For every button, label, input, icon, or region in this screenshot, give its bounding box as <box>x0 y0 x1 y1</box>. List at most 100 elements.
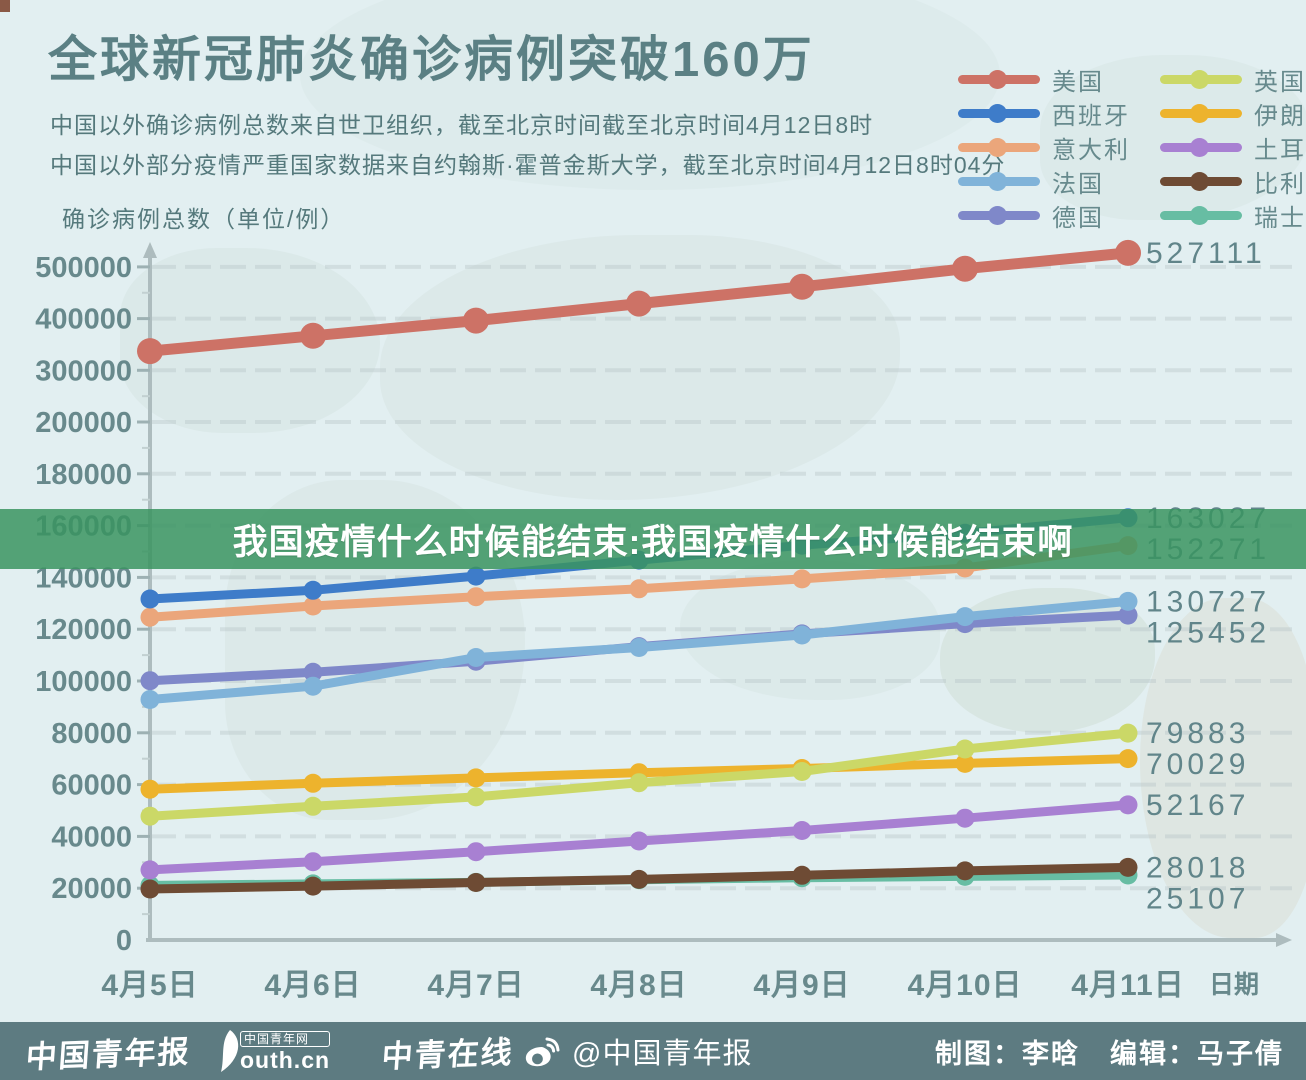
end-value-label: 79883 <box>1146 717 1249 750</box>
series-point-8 <box>629 869 649 889</box>
series-point-6 <box>466 768 486 788</box>
series-point-8 <box>792 865 812 885</box>
series-point-5 <box>629 773 649 793</box>
youth-cn-domain: outh.cn <box>240 1046 331 1073</box>
x-axis-arrow <box>1276 933 1292 947</box>
legend-item-0: 美国 <box>958 62 1130 96</box>
legend-dot-icon <box>988 171 1007 191</box>
legend-swatch-icon <box>1160 103 1242 123</box>
y-tick-label: 80000 <box>51 718 132 750</box>
series-point-4 <box>1118 605 1138 625</box>
series-point-3 <box>303 676 323 696</box>
legend-item-2: 意大利 <box>958 130 1130 164</box>
end-value-label: 527111 <box>1146 237 1266 270</box>
series-point-3 <box>1118 591 1138 611</box>
legend-swatch-icon <box>958 137 1040 157</box>
series-point-6 <box>140 779 160 799</box>
series-point-3 <box>955 607 975 627</box>
y-tick-label: 200000 <box>35 407 132 439</box>
legend-dot-icon <box>988 103 1007 123</box>
x-tick-label: 4月7日 <box>427 969 524 1002</box>
y-tick-label: 0 <box>116 925 132 957</box>
corner-artifact <box>0 0 10 12</box>
series-point-0 <box>626 290 652 317</box>
series-point-7 <box>1118 795 1138 815</box>
series-point-2 <box>140 607 160 627</box>
legend-item-6: 伊朗 <box>1160 96 1306 130</box>
end-value-label: 125452 <box>1146 616 1270 649</box>
end-value-label: 130727 <box>1146 585 1270 618</box>
end-value-label: 25107 <box>1146 882 1249 915</box>
legend-dot-icon <box>1190 137 1209 157</box>
series-point-0 <box>789 273 815 300</box>
series-point-7 <box>140 860 160 880</box>
legend-item-8: 比利时 <box>1160 164 1306 198</box>
series-point-5 <box>466 787 486 807</box>
series-point-6 <box>955 753 975 773</box>
legend-swatch-icon <box>958 171 1040 191</box>
series-point-3 <box>629 638 649 657</box>
series-point-0 <box>952 255 978 282</box>
series-point-6 <box>1118 749 1138 769</box>
legend-dot-icon <box>1190 69 1209 89</box>
legend-swatch-icon <box>958 69 1040 89</box>
series-point-7 <box>792 821 812 840</box>
series-point-5 <box>140 806 160 826</box>
x-tick-label: 4月10日 <box>907 969 1022 1002</box>
x-axis-label: 日期 <box>1209 971 1259 999</box>
series-point-8 <box>140 879 160 899</box>
legend-label: 瑞士 <box>1254 204 1306 232</box>
series-point-8 <box>1118 857 1138 877</box>
series-point-2 <box>792 569 812 589</box>
series-point-4 <box>140 671 160 691</box>
overlay-banner-text: 我国疫情什么时候能结束:我国疫情什么时候能结束啊 <box>232 522 1074 562</box>
x-tick-label: 4月9日 <box>753 969 850 1002</box>
series-point-1 <box>140 589 160 609</box>
map-landmass <box>380 235 900 500</box>
legend-item-1: 西班牙 <box>958 96 1130 130</box>
legend-label: 伊朗 <box>1254 102 1306 130</box>
legend-label: 英国 <box>1254 68 1306 96</box>
y-tick-label: 180000 <box>35 459 132 491</box>
end-value-label: 52167 <box>1146 789 1249 822</box>
series-point-6 <box>303 773 323 793</box>
y-tick-label: 400000 <box>35 304 132 336</box>
subtitle-source-jhu: 中国以外部分疫情严重国家数据来自约翰斯·霍普金斯大学，截至北京时间4月12日8时… <box>50 152 1006 178</box>
series-point-1 <box>466 566 486 586</box>
y-tick-label: 300000 <box>35 355 132 387</box>
series-point-3 <box>792 625 812 645</box>
legend-item-7: 土耳其 <box>1160 130 1306 164</box>
y-axis-arrow <box>143 242 157 258</box>
map-landmass <box>1140 598 1306 938</box>
subtitle-source-who: 中国以外确诊病例总数来自世卫组织，截至北京时间截至北京时间4月12日8时 <box>50 112 874 138</box>
series-point-0 <box>1115 239 1141 266</box>
series-point-0 <box>463 307 489 334</box>
y-tick-label: 20000 <box>51 873 132 905</box>
series-point-7 <box>466 842 486 862</box>
credits: 制图：李晗 编辑：马子倩 <box>935 1022 1284 1080</box>
series-point-5 <box>955 739 975 759</box>
page-title: 全球新冠肺炎确诊病例突破160万 <box>48 33 815 87</box>
series-point-4 <box>303 662 323 682</box>
x-tick-label: 4月11日 <box>1071 969 1184 1002</box>
legend-swatch-icon <box>958 205 1040 225</box>
legend-dot-icon <box>1190 171 1209 191</box>
series-point-3 <box>140 690 160 709</box>
footer-bar: 中国青年报 中国青年网 outh.cn 中青在线 @中国青年报 制图：李晗 编辑… <box>0 1022 1306 1080</box>
x-tick-label: 4月8日 <box>590 969 687 1002</box>
series-point-2 <box>466 587 486 607</box>
series-point-8 <box>303 876 323 896</box>
series-point-1 <box>303 580 323 600</box>
credit-edit: 编辑：马子倩 <box>1110 1038 1284 1069</box>
series-point-0 <box>137 338 163 365</box>
series-point-2 <box>629 579 649 599</box>
end-value-label: 70029 <box>1146 748 1249 781</box>
legend-swatch-icon <box>1160 171 1242 191</box>
legend-label: 西班牙 <box>1052 102 1130 130</box>
legend-label: 意大利 <box>1052 136 1130 164</box>
series-point-3 <box>466 648 486 667</box>
legend-swatch-icon <box>958 103 1040 123</box>
weibo-account: @中国青年报 <box>520 1022 752 1080</box>
legend-dot-icon <box>1190 103 1209 123</box>
